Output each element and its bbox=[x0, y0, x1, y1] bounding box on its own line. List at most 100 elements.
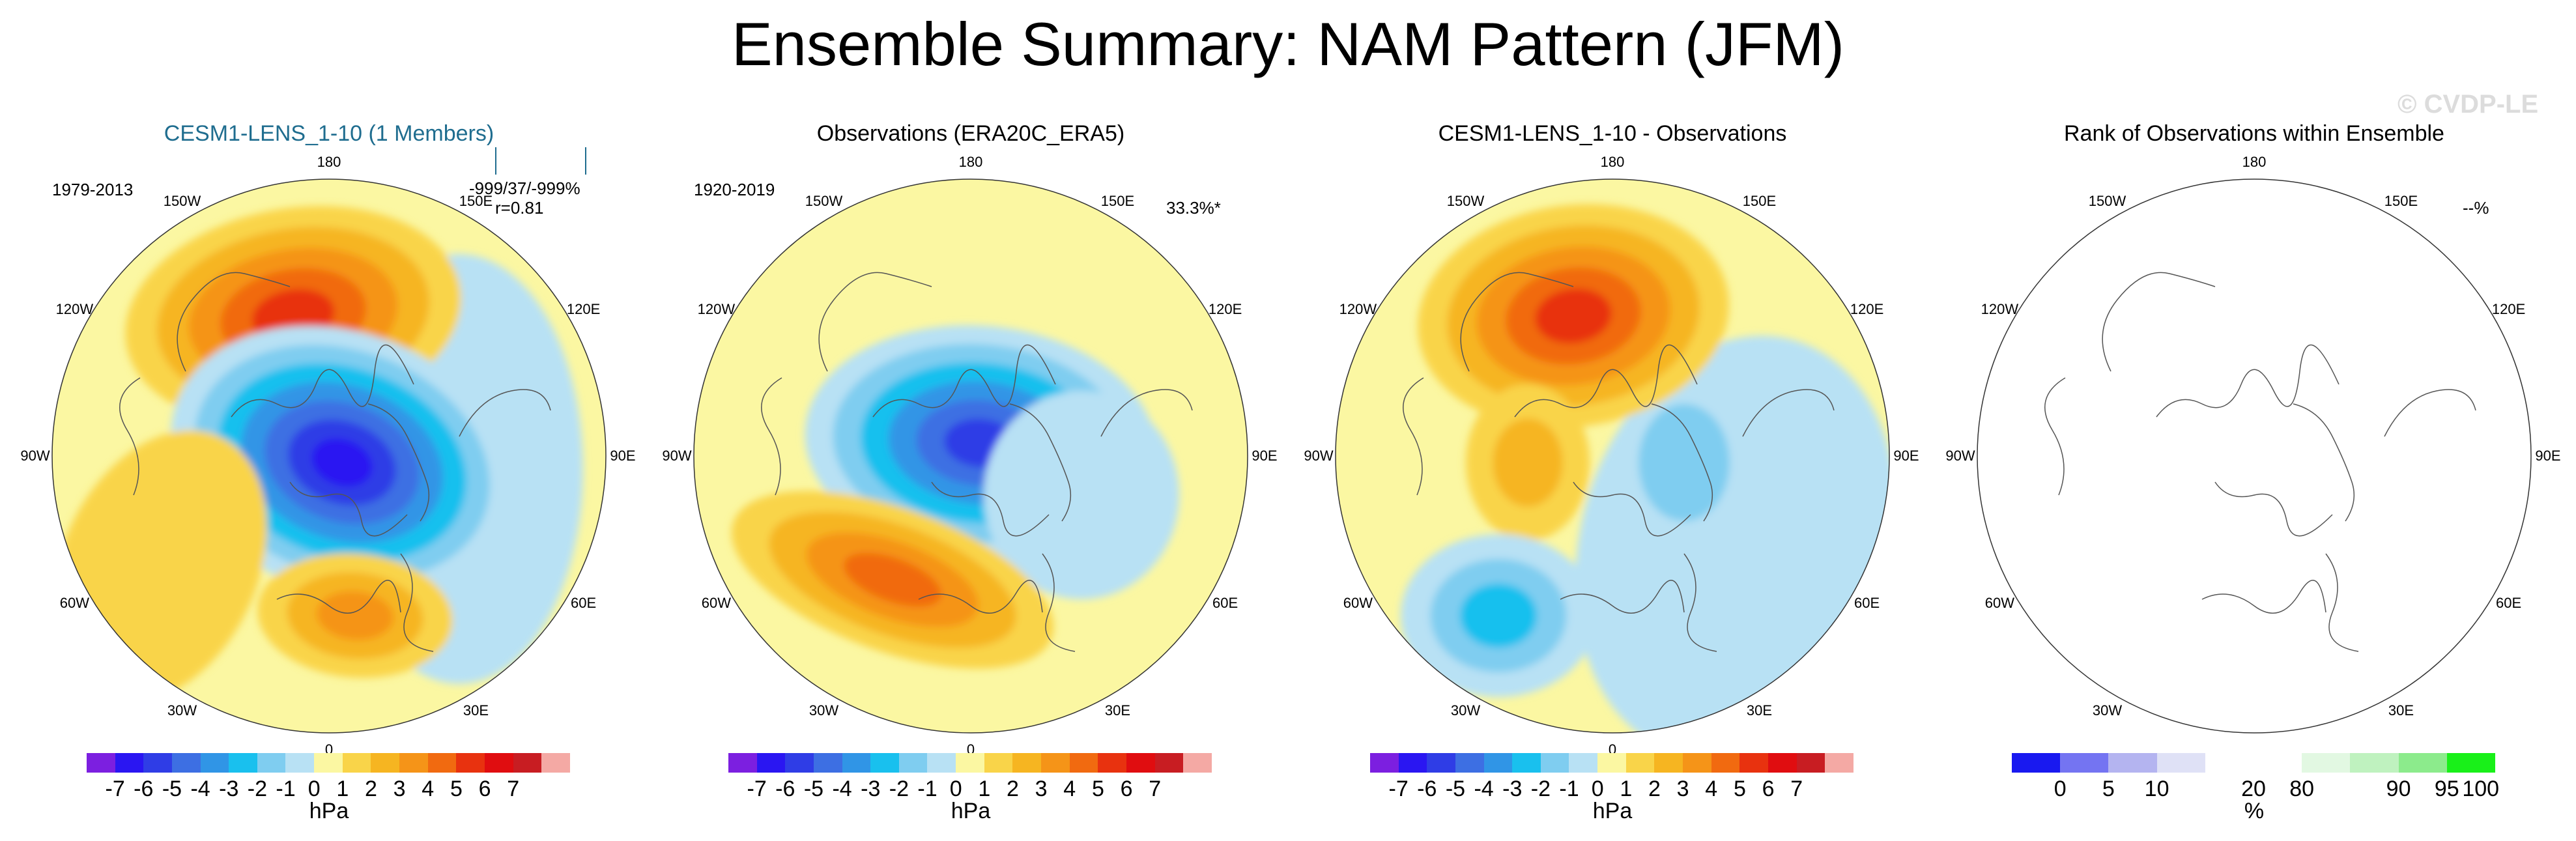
colorbar-units: hPa bbox=[951, 799, 991, 823]
colorbar-swatch bbox=[1569, 753, 1598, 773]
colorbar-tick: 3 bbox=[1035, 777, 1048, 801]
colorbar-swatch bbox=[1126, 753, 1155, 773]
colorbar-swatch bbox=[1483, 753, 1513, 773]
colorbar-swatch bbox=[2446, 753, 2496, 773]
period-label: 1979-2013 bbox=[52, 180, 134, 199]
colorbar-tick: 1 bbox=[1620, 777, 1633, 801]
stat-marker bbox=[585, 147, 586, 175]
colorbar-swatch bbox=[1183, 753, 1212, 773]
lon-label-180: 180 bbox=[958, 154, 983, 170]
colorbar-tick: 7 bbox=[507, 777, 520, 801]
coastline-7 bbox=[918, 580, 1043, 614]
colorbar-swatch bbox=[484, 753, 513, 773]
colorbar-tick: -6 bbox=[775, 777, 795, 801]
colorbar-swatch bbox=[1825, 753, 1853, 773]
contour-field bbox=[1977, 179, 2531, 733]
map-border bbox=[693, 178, 1248, 734]
colorbar-swatch bbox=[1455, 753, 1484, 773]
colorbar-tick: 1 bbox=[978, 777, 991, 801]
colorbar-swatch bbox=[785, 753, 814, 773]
atlantic-high-level-4 bbox=[844, 552, 941, 607]
panel-title: Observations (ERA20C_ERA5) bbox=[816, 121, 1125, 146]
siberia-low bbox=[1639, 404, 1730, 521]
colorbar-swatch bbox=[927, 753, 956, 773]
colorbar-swatch bbox=[1625, 753, 1655, 773]
coastline-2 bbox=[2214, 481, 2333, 537]
coastline-8 bbox=[459, 389, 551, 437]
colorbar-swatch bbox=[2254, 753, 2302, 773]
contour-field bbox=[52, 179, 606, 733]
lon-label-180: 180 bbox=[317, 154, 341, 170]
colorbar-tick: -6 bbox=[1417, 777, 1437, 801]
colorbar-tick: 6 bbox=[1120, 777, 1133, 801]
lon-label-30w: 30W bbox=[1450, 702, 1481, 719]
lon-label-90e: 90E bbox=[2535, 448, 2561, 464]
colorbar-tick: -4 bbox=[1474, 777, 1494, 801]
coastline-5 bbox=[400, 553, 434, 652]
polar-map bbox=[1335, 178, 1890, 734]
stat-summary: -999/37/-999% bbox=[469, 178, 580, 198]
lon-label-90w: 90W bbox=[662, 448, 692, 464]
colorbar-swatch bbox=[143, 753, 172, 773]
lon-label-150w: 150W bbox=[805, 193, 843, 210]
coastline-8 bbox=[2384, 389, 2476, 437]
colorbar bbox=[1370, 753, 1853, 773]
lon-label-150e: 150E bbox=[2384, 193, 2418, 210]
canada-high-level-2 bbox=[1493, 418, 1563, 507]
colorbar-swatch bbox=[1427, 753, 1455, 773]
colorbar-tick: 5 bbox=[2102, 777, 2115, 801]
field-background bbox=[1977, 179, 2531, 733]
colorbar-tick: -4 bbox=[832, 777, 852, 801]
lon-label-30w: 30W bbox=[2092, 702, 2123, 719]
colorbar-tick: -1 bbox=[1559, 777, 1579, 801]
colorbar-swatch bbox=[984, 753, 1013, 773]
colorbar-swatch bbox=[2350, 753, 2399, 773]
lon-label-90w: 90W bbox=[1945, 448, 1975, 464]
coastline-7 bbox=[276, 580, 401, 614]
panel-title[interactable]: CESM1-LENS_1-10 (1 Members) bbox=[164, 121, 494, 146]
colorbar-swatch bbox=[541, 753, 570, 773]
colorbar-tick: 3 bbox=[393, 777, 406, 801]
colorbar bbox=[728, 753, 1212, 773]
polar-map bbox=[693, 178, 1248, 734]
colorbar-tick: -3 bbox=[219, 777, 239, 801]
colorbar-swatch bbox=[1739, 753, 1768, 773]
coastline-4 bbox=[2102, 272, 2216, 372]
lon-label-150w: 150W bbox=[163, 193, 201, 210]
colorbar-tick: -4 bbox=[190, 777, 210, 801]
colorbar-tick: -1 bbox=[917, 777, 937, 801]
colorbar-tick: -5 bbox=[1445, 777, 1466, 801]
coastline-6 bbox=[119, 377, 141, 496]
colorbar-tick: -3 bbox=[1502, 777, 1523, 801]
polar-map bbox=[1977, 178, 2532, 734]
lon-label-120e: 120E bbox=[1208, 300, 1242, 317]
coastline-4 bbox=[177, 272, 291, 372]
lon-label-60e: 60E bbox=[1212, 594, 1238, 611]
map-border bbox=[1977, 178, 2532, 734]
colorbar-tick: 100 bbox=[2462, 777, 2500, 801]
colorbar-tick: -6 bbox=[134, 777, 154, 801]
colorbar-swatch bbox=[87, 753, 115, 773]
coastline-1 bbox=[2156, 344, 2340, 418]
coastline-2 bbox=[1573, 481, 1691, 537]
colorbar-swatch bbox=[1041, 753, 1070, 773]
colorbar-tick: 2 bbox=[1007, 777, 1019, 801]
lon-label-30e: 30E bbox=[2388, 702, 2414, 719]
north-atlantic-low-level--3 bbox=[1459, 583, 1538, 648]
contour-field bbox=[694, 179, 1248, 733]
lon-label-30w: 30W bbox=[809, 702, 839, 719]
colorbar-tick: 3 bbox=[1676, 777, 1689, 801]
colorbar-swatch bbox=[427, 753, 457, 773]
colorbar-tick: 2 bbox=[1648, 777, 1661, 801]
colorbar-swatch bbox=[229, 753, 257, 773]
colorbar-tick: 6 bbox=[1762, 777, 1775, 801]
colorbar-swatch bbox=[2205, 753, 2254, 773]
colorbar-swatch bbox=[813, 753, 842, 773]
lon-label-120w: 120W bbox=[1981, 300, 2019, 317]
map-border bbox=[1335, 178, 1890, 734]
colorbar-units: hPa bbox=[309, 799, 349, 823]
colorbar-swatch bbox=[1098, 753, 1126, 773]
colorbar-swatch bbox=[1767, 753, 1797, 773]
colorbar-tick: 7 bbox=[1790, 777, 1803, 801]
coastline-3 bbox=[367, 403, 430, 522]
